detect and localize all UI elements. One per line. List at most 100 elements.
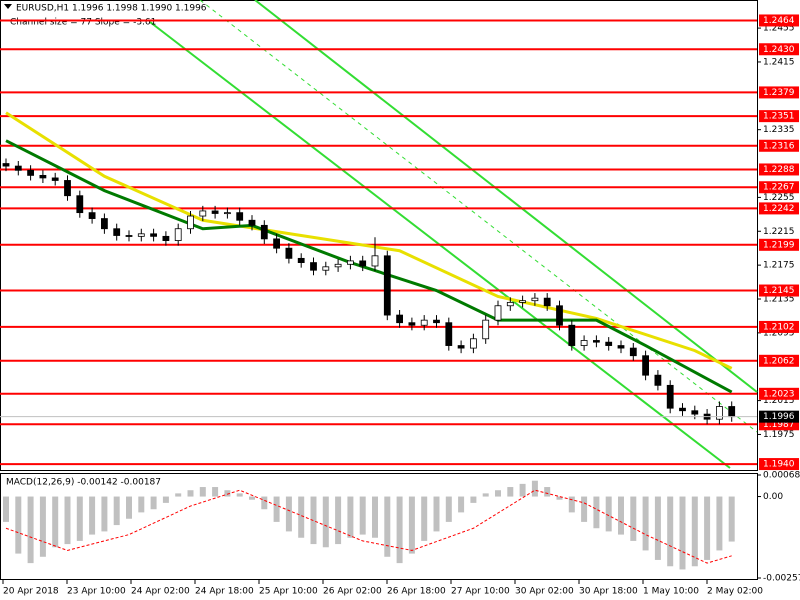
macd-bar (716, 496, 723, 551)
x-tick-label: 30 Apr 18:00 (579, 587, 638, 597)
macd-bar (630, 496, 637, 541)
macd-bar (162, 496, 169, 503)
macd-bar (544, 487, 551, 497)
macd-bar (679, 496, 686, 570)
y-tick-label: 1.2015 (763, 396, 795, 406)
macd-bar (421, 496, 428, 541)
level-label: 1.1987 (763, 420, 795, 430)
candle-body (445, 322, 453, 346)
x-tick-label: 24 Apr 18:00 (195, 587, 254, 597)
candle-body (248, 219, 256, 226)
x-tick-label: 2 May 02:00 (707, 587, 763, 597)
macd-bar (359, 496, 366, 535)
candle-body (297, 257, 305, 263)
x-tick-label: 1 May 10:00 (643, 587, 699, 597)
level-label: 1.2023 (763, 389, 795, 399)
macd-bar (556, 496, 563, 500)
macd-bar (667, 496, 674, 567)
macd-bar (27, 496, 34, 564)
candle-body (408, 322, 416, 326)
macd-bar (458, 496, 465, 513)
macd-bar (495, 490, 501, 497)
macd-bar (89, 496, 96, 535)
candle-body (101, 218, 108, 230)
candle-body (654, 374, 662, 386)
candle-body (593, 340, 600, 343)
level-box (759, 238, 799, 251)
price-panel (0, 0, 758, 471)
candle-body (322, 266, 330, 271)
candle-body (76, 195, 84, 214)
candle-body (371, 255, 379, 267)
level-box (759, 387, 799, 400)
candle-body (556, 305, 563, 326)
candle-body (260, 224, 268, 240)
macd-bar (273, 496, 280, 522)
macd-bar (384, 496, 391, 557)
x-tick-label: 26 Apr 02:00 (323, 587, 382, 597)
x-tick-label: 30 Apr 02:00 (515, 587, 574, 597)
macd-bar (3, 496, 9, 522)
candle-body (469, 338, 477, 349)
candle-body (494, 305, 502, 321)
macd-bar (482, 493, 489, 497)
candle-body (359, 260, 367, 267)
level-box (759, 284, 799, 297)
candle-body (482, 319, 490, 340)
level-box (759, 163, 799, 176)
menu-icon[interactable] (4, 4, 12, 9)
candle-body (162, 235, 170, 241)
candle-body (88, 212, 96, 219)
candle-body (580, 340, 588, 346)
macd-bar (310, 496, 317, 545)
candle-body (199, 210, 207, 217)
macd-bar (126, 496, 132, 519)
x-tick-label: 25 Apr 10:00 (259, 587, 318, 597)
level-box (759, 181, 799, 194)
candle-body (642, 355, 649, 376)
candle-body (27, 169, 35, 176)
candle-body (531, 297, 539, 302)
candle-body (716, 406, 723, 420)
macd-bar (347, 496, 354, 538)
x-tick-label: 23 Apr 10:00 (67, 587, 126, 597)
y-tick-label: -0.00257 (763, 574, 800, 584)
candle-body (334, 263, 342, 268)
level-box (759, 202, 799, 215)
level-box (759, 86, 799, 99)
candle-body (420, 319, 428, 326)
candle-body (125, 235, 133, 237)
signal-line (5, 489, 732, 564)
macd-bar (285, 496, 292, 532)
candle-body (457, 345, 465, 349)
candle-body (346, 260, 354, 265)
level-label: 1.2464 (763, 16, 795, 26)
macd-bar (64, 496, 71, 545)
level-label: 1.2316 (763, 141, 795, 151)
y-tick-label: 1.2335 (763, 125, 795, 135)
macd-bar (39, 496, 46, 557)
y-tick-label: 1.1975 (763, 430, 795, 440)
macd-bar (298, 496, 305, 538)
candle-body (617, 345, 625, 349)
macd-bar (507, 487, 514, 497)
macd-bar (568, 496, 575, 513)
candle-body (383, 255, 391, 316)
macd-bar (728, 496, 735, 542)
macd-bar (691, 496, 698, 567)
level-box (759, 43, 799, 56)
candle-body (396, 314, 404, 324)
candle-body (187, 215, 194, 230)
level-label: 1.2379 (763, 88, 795, 98)
candle-body (543, 297, 551, 307)
macd-panel (0, 473, 758, 580)
level-box (759, 320, 799, 333)
candle-body (51, 177, 59, 181)
macd-bar (52, 496, 59, 548)
x-tick-label: 27 Apr 10:00 (451, 587, 510, 597)
candle-body (2, 163, 10, 167)
candle-body (236, 212, 244, 221)
level-label: 1.2062 (763, 356, 795, 366)
macd-bar (335, 496, 342, 545)
macd-bar (150, 496, 157, 510)
